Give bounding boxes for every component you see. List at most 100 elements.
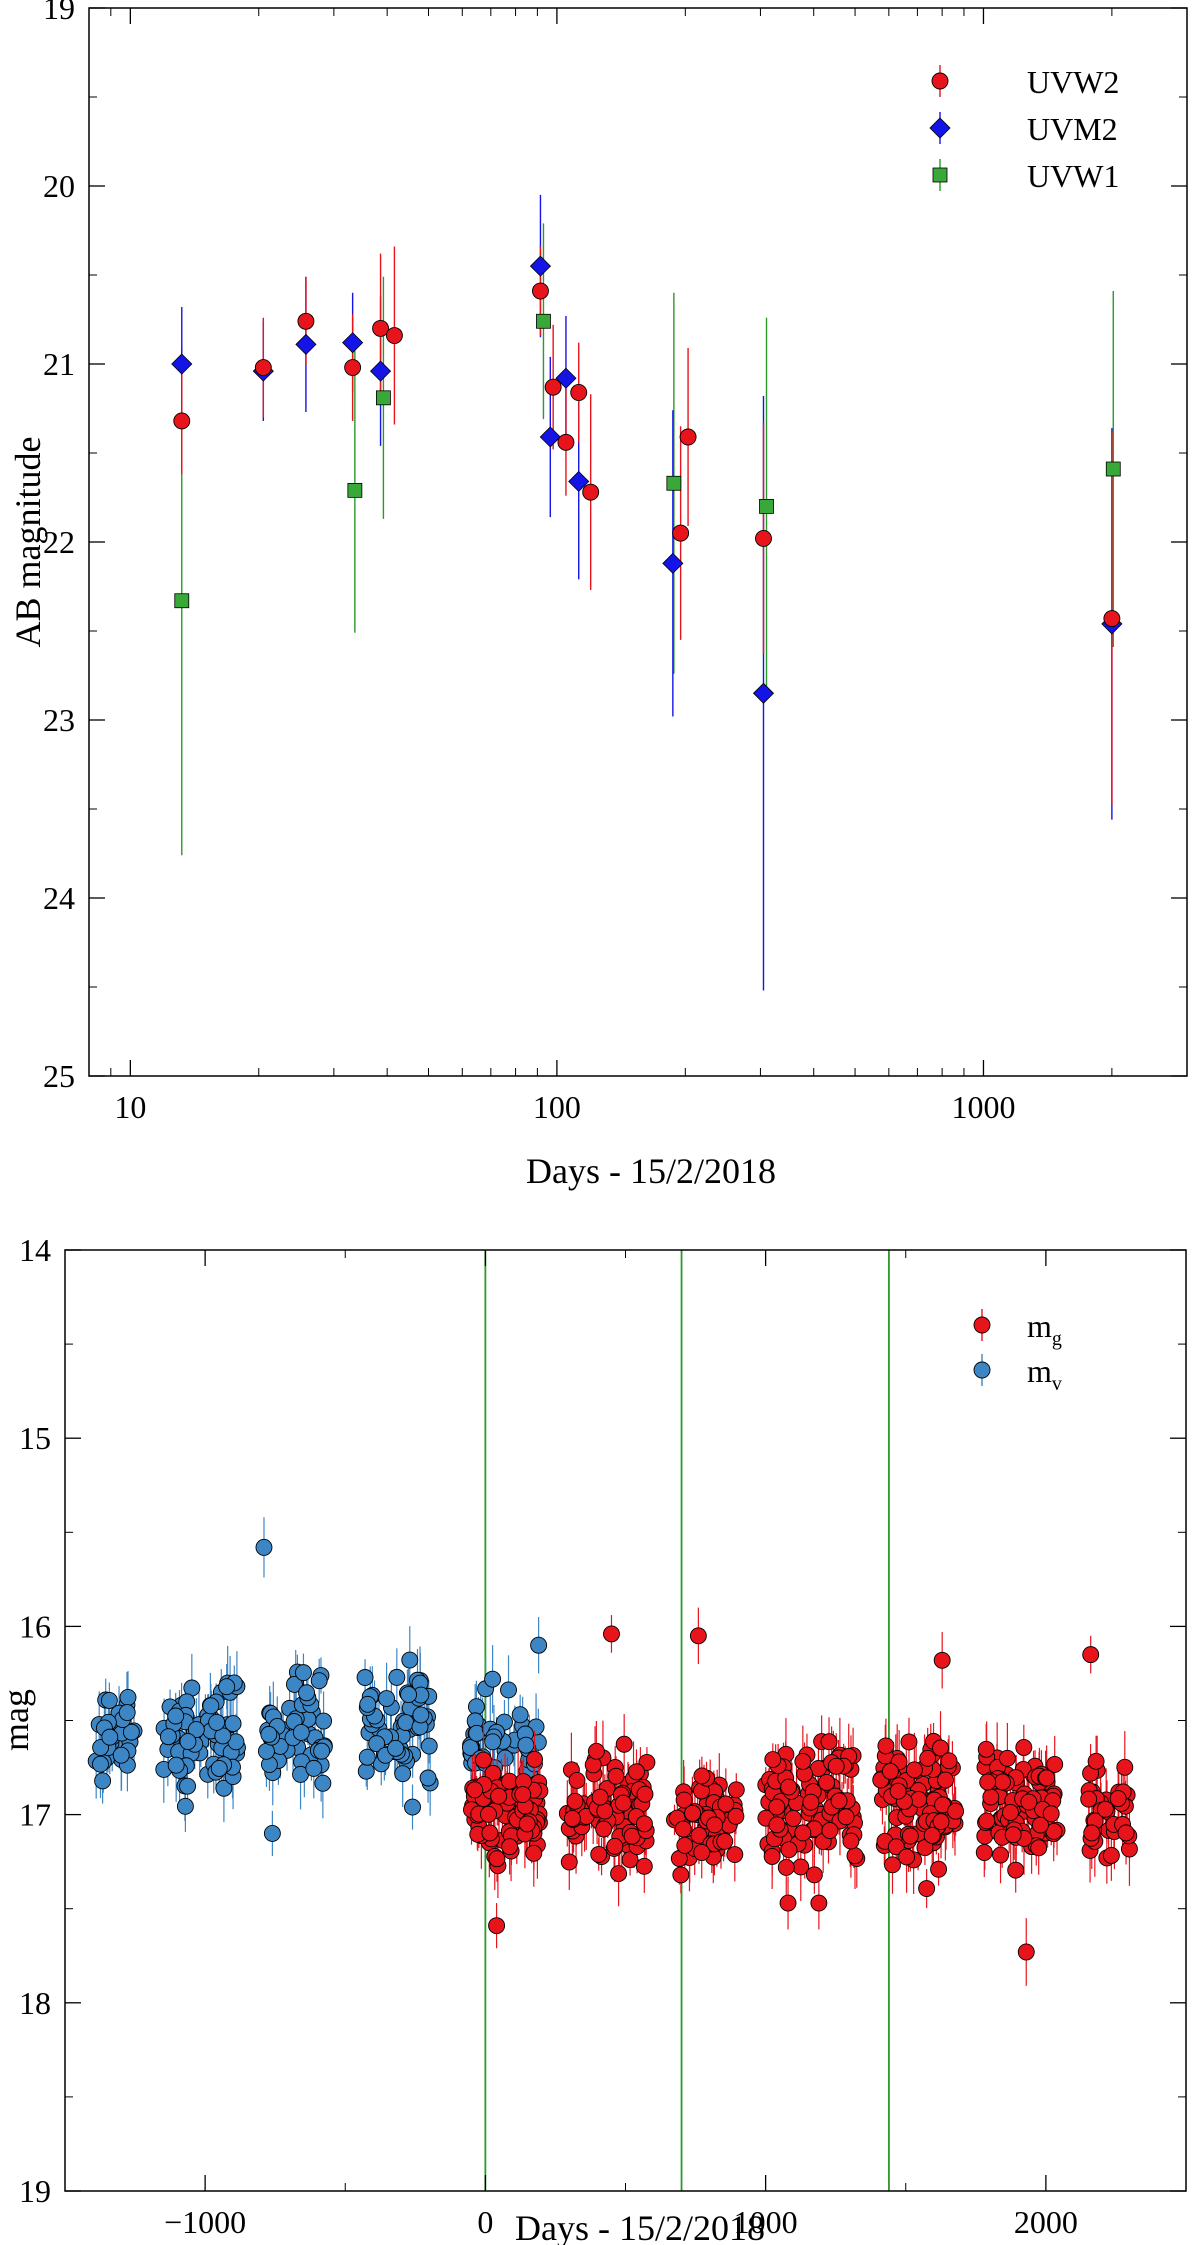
uv-point-uvw2 [755,529,772,547]
legend-marker-uvw2 [931,72,949,90]
optical-point-m-g [1007,1861,1025,1879]
uv-point-uvw1 [759,498,774,514]
optical-y-axis-title: mag [0,1689,36,1751]
optical-point-m-g [684,1804,702,1822]
optical-point-m-v [167,1756,185,1774]
optical-point-m-g [1080,1790,1098,1808]
uv-point-uvw2 [385,327,403,344]
optical-point-m-v [400,1686,418,1704]
uv-x-tick-label: 1000 [951,1089,1015,1125]
optical-point-m-g [810,1894,828,1912]
optical-point-m-g [1102,1847,1120,1864]
uv-point-uvm2 [529,255,552,277]
optical-point-m-g [689,1627,707,1645]
optical-y-tick-label: 19 [19,2173,51,2209]
optical-point-m-v [298,1684,316,1702]
uv-y-tick-label: 23 [43,702,75,738]
uv-point-uvm2 [171,353,193,375]
optical-point-m-g [726,1846,744,1863]
optical-point-m-g [802,1793,820,1811]
uv-point-uvw2 [372,319,390,337]
optical-point-m-g [977,1740,995,1758]
uv-y-tick-label: 22 [43,524,75,560]
uv-y-tick-label: 25 [43,1058,75,1094]
optical-point-m-g [1020,1793,1038,1811]
optical-point-m-g [501,1838,519,1856]
optical-point-m-v [511,1706,529,1724]
optical-point-m-g [603,1625,620,1643]
optical-point-m-g [591,1788,609,1806]
optical-point-m-v [461,1739,479,1757]
uv-point-uvw1 [376,390,391,406]
optical-x-tick-label: −1000 [164,2204,246,2240]
optical-point-m-v [179,1777,196,1795]
optical-point-m-g [674,1820,692,1838]
optical-point-m-v [368,1735,386,1753]
optical-point-m-v [224,1715,242,1733]
optical-point-m-g [1083,1824,1101,1842]
uv-point-uvw2 [173,412,191,430]
optical-point-m-v [387,1739,405,1757]
optical-point-m-v [401,1651,419,1669]
optical-point-m-g [727,1781,745,1799]
optical-point-m-g [490,1787,508,1805]
optical-point-m-v [122,1723,140,1741]
optical-point-m-g [780,1841,798,1859]
uv-x-tick-label: 10 [114,1089,146,1125]
uv-y-tick-label: 24 [43,880,75,916]
uv-y-tick-label: 20 [43,168,75,204]
optical-point-m-v [404,1798,421,1816]
optical-point-m-v [159,1728,177,1746]
optical-point-m-v [412,1706,430,1724]
optical-point-m-g [1082,1646,1100,1664]
optical-point-m-g [587,1742,605,1760]
optical-y-tick-label: 17 [19,1797,51,1833]
optical-point-m-g [794,1824,812,1842]
optical-point-m-v [420,1737,438,1755]
optical-point-m-g [706,1816,724,1834]
optical-point-m-v [255,1538,273,1556]
optical-point-m-g [488,1850,506,1868]
legend-label-uvm2: UVM2 [1027,111,1118,147]
optical-point-m-g [768,1816,786,1834]
optical-point-m-g [560,1853,578,1871]
optical-point-m-g [930,1860,948,1878]
optical-point-m-g [982,1788,1000,1806]
optical-point-m-g [466,1781,484,1799]
optical-point-m-v [167,1707,185,1725]
optical-point-m-g [881,1762,899,1780]
uv-point-uvm2 [752,682,775,704]
optical-point-m-g [481,1824,499,1842]
optical-point-m-g [525,1844,543,1862]
optical-point-m-g [1004,1826,1022,1844]
optical-point-m-g [1045,1822,1063,1840]
uv-point-uvw2 [544,378,562,396]
uv-point-uvm2 [342,332,364,354]
optical-point-m-g [768,1798,786,1816]
optical-point-m-g [693,1767,711,1785]
optical-point-m-v [260,1725,278,1743]
optical-point-m-v [314,1774,332,1792]
optical-point-m-g [998,1749,1016,1767]
optical-point-m-g [727,1807,745,1825]
optical-point-m-v [313,1742,331,1760]
legend-marker-uvm2 [929,117,951,139]
optical-point-m-g [672,1866,690,1884]
optical-point-m-g [978,1812,996,1830]
optical-point-m-v [100,1692,118,1709]
optical-point-m-g [628,1763,645,1781]
optical-point-m-g [884,1856,901,1874]
optical-point-m-v [388,1668,406,1686]
optical-point-m-g [1038,1769,1056,1787]
optical-point-m-v [419,1769,437,1787]
optical-point-m-v [394,1765,412,1783]
optical-point-m-g [837,1808,855,1826]
optical-point-m-g [1117,1824,1135,1842]
optical-point-m-g [1096,1800,1114,1818]
legend-label-subscript: v [1052,1373,1062,1395]
optical-point-m-g [994,1773,1011,1791]
uv-y-tick-label: 19 [43,0,75,26]
optical-point-m-v [356,1669,374,1686]
optical-x-tick-label: 1000 [734,2204,798,2240]
optical-point-m-g [1046,1755,1064,1773]
